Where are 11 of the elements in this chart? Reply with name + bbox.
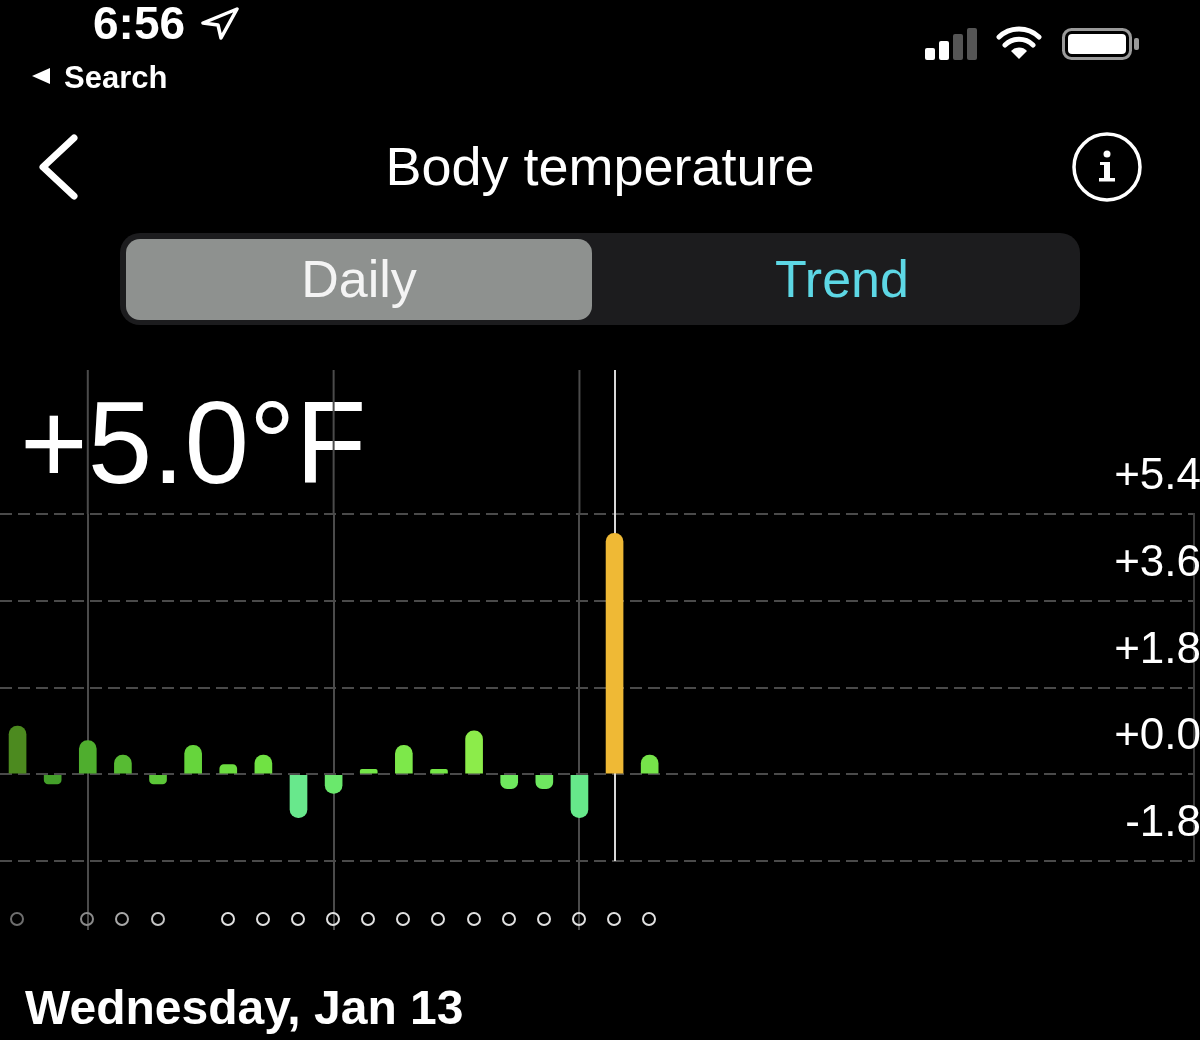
- text: Search: [64, 60, 168, 95]
- y-tick-label: +5.4: [1114, 449, 1200, 499]
- y-tick-label: +0.0: [1114, 709, 1200, 759]
- text: Wednesday, Jan 13: [25, 981, 464, 1034]
- y-tick-label: +3.6: [1114, 535, 1200, 585]
- chart-title: Body temperature: [385, 136, 815, 196]
- text: 6:56: [93, 0, 186, 49]
- y-tick-label: -1.8: [1125, 796, 1200, 846]
- segmented-control: Daily Trend: [120, 233, 1080, 325]
- text: +5.0°F: [20, 378, 367, 508]
- y-tick-label: +1.8: [1114, 622, 1200, 672]
